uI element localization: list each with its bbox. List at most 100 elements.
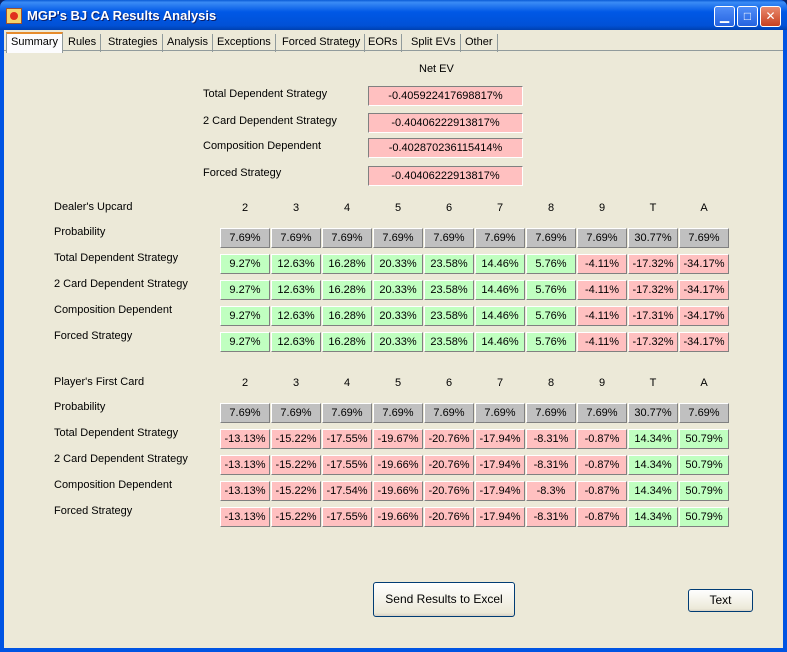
value-cell[interactable]: -19.67%: [373, 429, 423, 449]
value-cell[interactable]: -19.66%: [373, 507, 423, 527]
value-cell[interactable]: -20.76%: [424, 455, 474, 475]
tab-exceptions[interactable]: Exceptions: [213, 34, 276, 52]
value-cell[interactable]: -0.87%: [577, 507, 627, 527]
value-cell[interactable]: 16.28%: [322, 254, 372, 274]
value-cell[interactable]: 7.69%: [475, 403, 525, 423]
value-cell[interactable]: -17.55%: [322, 455, 372, 475]
value-cell[interactable]: 50.79%: [679, 455, 729, 475]
value-cell[interactable]: -17.94%: [475, 481, 525, 501]
minimize-button[interactable]: ▁: [714, 6, 735, 27]
value-cell[interactable]: -15.22%: [271, 507, 321, 527]
send-results-to-excel-button[interactable]: Send Results to Excel: [373, 582, 515, 617]
value-cell[interactable]: 14.34%: [628, 507, 678, 527]
value-cell[interactable]: -17.54%: [322, 481, 372, 501]
value-cell[interactable]: -8.31%: [526, 455, 576, 475]
value-cell[interactable]: 7.69%: [577, 228, 627, 248]
value-cell[interactable]: -34.17%: [679, 332, 729, 352]
value-cell[interactable]: 7.69%: [220, 228, 270, 248]
value-cell[interactable]: 23.58%: [424, 306, 474, 326]
value-cell[interactable]: 5.76%: [526, 332, 576, 352]
value-cell[interactable]: -13.13%: [220, 455, 270, 475]
value-cell[interactable]: -19.66%: [373, 481, 423, 501]
value-cell[interactable]: 7.69%: [322, 403, 372, 423]
value-cell[interactable]: -13.13%: [220, 429, 270, 449]
value-cell[interactable]: 9.27%: [220, 306, 270, 326]
net-ev-value[interactable]: -0.405922417698817%: [368, 86, 523, 106]
value-cell[interactable]: 7.69%: [220, 403, 270, 423]
value-cell[interactable]: 16.28%: [322, 280, 372, 300]
value-cell[interactable]: 5.76%: [526, 254, 576, 274]
value-cell[interactable]: -0.87%: [577, 455, 627, 475]
text-button[interactable]: Text: [688, 589, 753, 612]
value-cell[interactable]: -20.76%: [424, 429, 474, 449]
value-cell[interactable]: 30.77%: [628, 228, 678, 248]
value-cell[interactable]: 23.58%: [424, 254, 474, 274]
value-cell[interactable]: -17.94%: [475, 429, 525, 449]
value-cell[interactable]: 30.77%: [628, 403, 678, 423]
value-cell[interactable]: 50.79%: [679, 507, 729, 527]
value-cell[interactable]: 14.34%: [628, 481, 678, 501]
value-cell[interactable]: -15.22%: [271, 481, 321, 501]
app-icon[interactable]: [6, 8, 22, 24]
value-cell[interactable]: -17.32%: [628, 332, 678, 352]
value-cell[interactable]: 7.69%: [679, 228, 729, 248]
value-cell[interactable]: 16.28%: [322, 332, 372, 352]
value-cell[interactable]: 16.28%: [322, 306, 372, 326]
value-cell[interactable]: -4.11%: [577, 280, 627, 300]
net-ev-value[interactable]: -0.402870236115414%: [368, 138, 523, 158]
value-cell[interactable]: -34.17%: [679, 306, 729, 326]
maximize-button[interactable]: □: [737, 6, 758, 27]
value-cell[interactable]: 14.46%: [475, 254, 525, 274]
value-cell[interactable]: 20.33%: [373, 280, 423, 300]
value-cell[interactable]: 20.33%: [373, 254, 423, 274]
value-cell[interactable]: -0.87%: [577, 481, 627, 501]
value-cell[interactable]: -13.13%: [220, 507, 270, 527]
value-cell[interactable]: -20.76%: [424, 507, 474, 527]
value-cell[interactable]: -8.3%: [526, 481, 576, 501]
tab-split-evs[interactable]: Split EVs: [407, 34, 461, 52]
value-cell[interactable]: -8.31%: [526, 429, 576, 449]
value-cell[interactable]: 7.69%: [373, 403, 423, 423]
value-cell[interactable]: 7.69%: [577, 403, 627, 423]
value-cell[interactable]: 14.34%: [628, 429, 678, 449]
close-button[interactable]: ✕: [760, 6, 781, 27]
value-cell[interactable]: 12.63%: [271, 254, 321, 274]
value-cell[interactable]: 7.69%: [271, 228, 321, 248]
value-cell[interactable]: 50.79%: [679, 429, 729, 449]
tab-eors[interactable]: EORs: [364, 34, 403, 52]
value-cell[interactable]: 7.69%: [526, 228, 576, 248]
value-cell[interactable]: 23.58%: [424, 280, 474, 300]
value-cell[interactable]: -17.55%: [322, 429, 372, 449]
value-cell[interactable]: -19.66%: [373, 455, 423, 475]
value-cell[interactable]: 7.69%: [322, 228, 372, 248]
value-cell[interactable]: -17.32%: [628, 254, 678, 274]
value-cell[interactable]: 5.76%: [526, 280, 576, 300]
value-cell[interactable]: 7.69%: [424, 228, 474, 248]
net-ev-value[interactable]: -0.40406222913817%: [368, 166, 523, 186]
value-cell[interactable]: 7.69%: [475, 228, 525, 248]
tab-analysis[interactable]: Analysis: [163, 34, 213, 52]
value-cell[interactable]: 14.46%: [475, 280, 525, 300]
value-cell[interactable]: -20.76%: [424, 481, 474, 501]
value-cell[interactable]: 12.63%: [271, 306, 321, 326]
value-cell[interactable]: -4.11%: [577, 332, 627, 352]
value-cell[interactable]: 9.27%: [220, 280, 270, 300]
value-cell[interactable]: -34.17%: [679, 254, 729, 274]
value-cell[interactable]: 7.69%: [271, 403, 321, 423]
value-cell[interactable]: 14.46%: [475, 332, 525, 352]
value-cell[interactable]: 9.27%: [220, 254, 270, 274]
net-ev-value[interactable]: -0.40406222913817%: [368, 113, 523, 133]
value-cell[interactable]: 7.69%: [526, 403, 576, 423]
title-bar[interactable]: MGP's BJ CA Results Analysis ▁ □ ✕: [0, 0, 787, 30]
tab-summary[interactable]: Summary: [6, 32, 64, 53]
value-cell[interactable]: -8.31%: [526, 507, 576, 527]
value-cell[interactable]: 20.33%: [373, 332, 423, 352]
value-cell[interactable]: -17.32%: [628, 280, 678, 300]
value-cell[interactable]: 20.33%: [373, 306, 423, 326]
value-cell[interactable]: -17.55%: [322, 507, 372, 527]
tab-rules[interactable]: Rules: [64, 34, 102, 52]
value-cell[interactable]: -17.94%: [475, 507, 525, 527]
value-cell[interactable]: 7.69%: [373, 228, 423, 248]
value-cell[interactable]: 14.34%: [628, 455, 678, 475]
value-cell[interactable]: 7.69%: [679, 403, 729, 423]
